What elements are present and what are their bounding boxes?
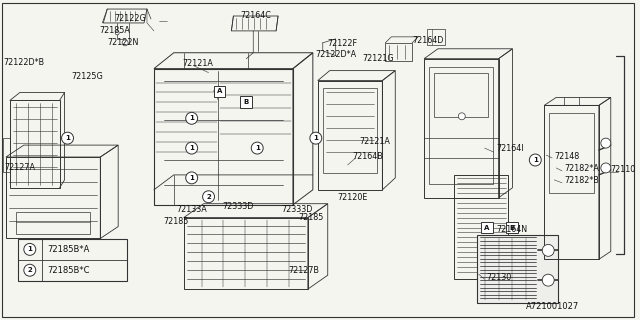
Text: 72333D: 72333D bbox=[281, 205, 312, 214]
Bar bbox=[323, 89, 378, 173]
Text: 1: 1 bbox=[189, 115, 194, 121]
Text: 1: 1 bbox=[255, 145, 260, 151]
Text: 72185: 72185 bbox=[164, 217, 189, 226]
Text: 1: 1 bbox=[533, 157, 538, 163]
Text: 72185B*C: 72185B*C bbox=[47, 266, 90, 275]
Text: 72148: 72148 bbox=[554, 152, 579, 161]
Text: 72164I: 72164I bbox=[497, 144, 524, 153]
Text: 72122D*A: 72122D*A bbox=[316, 50, 357, 59]
Text: 1: 1 bbox=[65, 135, 70, 141]
FancyBboxPatch shape bbox=[214, 85, 225, 97]
Circle shape bbox=[24, 264, 36, 276]
Circle shape bbox=[542, 244, 554, 256]
Circle shape bbox=[601, 163, 611, 173]
Circle shape bbox=[529, 154, 541, 166]
Text: 72110: 72110 bbox=[611, 165, 636, 174]
Circle shape bbox=[542, 274, 554, 286]
Text: 72182*B: 72182*B bbox=[564, 176, 599, 185]
Text: B: B bbox=[510, 225, 515, 230]
Text: A721001027: A721001027 bbox=[526, 302, 580, 311]
Text: 2: 2 bbox=[28, 267, 32, 273]
FancyBboxPatch shape bbox=[506, 221, 518, 234]
Text: 72122G: 72122G bbox=[114, 14, 146, 23]
Bar bbox=[429, 67, 493, 184]
Text: B: B bbox=[244, 100, 249, 105]
Circle shape bbox=[186, 142, 198, 154]
Text: 72185: 72185 bbox=[298, 213, 323, 222]
Circle shape bbox=[122, 40, 128, 46]
Text: 72121G: 72121G bbox=[362, 54, 394, 63]
Text: 72130: 72130 bbox=[486, 273, 512, 282]
Text: 72182*A: 72182*A bbox=[564, 164, 599, 173]
FancyBboxPatch shape bbox=[481, 221, 493, 234]
Polygon shape bbox=[477, 236, 558, 303]
Text: A: A bbox=[484, 225, 490, 230]
Text: 72185B*A: 72185B*A bbox=[47, 245, 90, 254]
Text: 72127A: 72127A bbox=[4, 164, 35, 172]
Text: 72185A: 72185A bbox=[99, 26, 130, 36]
Text: 1: 1 bbox=[28, 246, 32, 252]
Text: 1: 1 bbox=[189, 145, 194, 151]
Text: 72122D*B: 72122D*B bbox=[3, 58, 44, 67]
Text: 72164B: 72164B bbox=[353, 152, 383, 161]
Circle shape bbox=[24, 244, 36, 255]
Bar bbox=[549, 113, 594, 193]
Text: 72121A: 72121A bbox=[360, 137, 390, 146]
Text: 72133A: 72133A bbox=[177, 205, 207, 214]
Circle shape bbox=[186, 172, 198, 184]
Text: 1: 1 bbox=[314, 135, 318, 141]
FancyBboxPatch shape bbox=[241, 96, 252, 108]
Text: 72120E: 72120E bbox=[338, 193, 368, 202]
Text: 72164C: 72164C bbox=[241, 11, 271, 20]
Text: 72121A: 72121A bbox=[183, 59, 214, 68]
Circle shape bbox=[310, 132, 322, 144]
Text: 1: 1 bbox=[189, 175, 194, 181]
Text: A: A bbox=[217, 88, 222, 94]
Circle shape bbox=[186, 112, 198, 124]
Text: 72164N: 72164N bbox=[497, 225, 528, 234]
Text: 72333D: 72333D bbox=[223, 202, 254, 211]
Bar bbox=[18, 239, 127, 281]
Circle shape bbox=[601, 138, 611, 148]
Bar bbox=[434, 73, 488, 117]
Circle shape bbox=[203, 191, 214, 203]
Text: 72122F: 72122F bbox=[328, 39, 358, 48]
Text: 72125G: 72125G bbox=[72, 72, 103, 81]
Text: 72164D: 72164D bbox=[412, 36, 444, 45]
Circle shape bbox=[458, 113, 465, 120]
Circle shape bbox=[61, 132, 74, 144]
Circle shape bbox=[115, 31, 119, 35]
Circle shape bbox=[252, 142, 263, 154]
Text: 72122N: 72122N bbox=[108, 38, 139, 47]
Text: 2: 2 bbox=[206, 194, 211, 200]
Text: 72127B: 72127B bbox=[288, 266, 319, 275]
